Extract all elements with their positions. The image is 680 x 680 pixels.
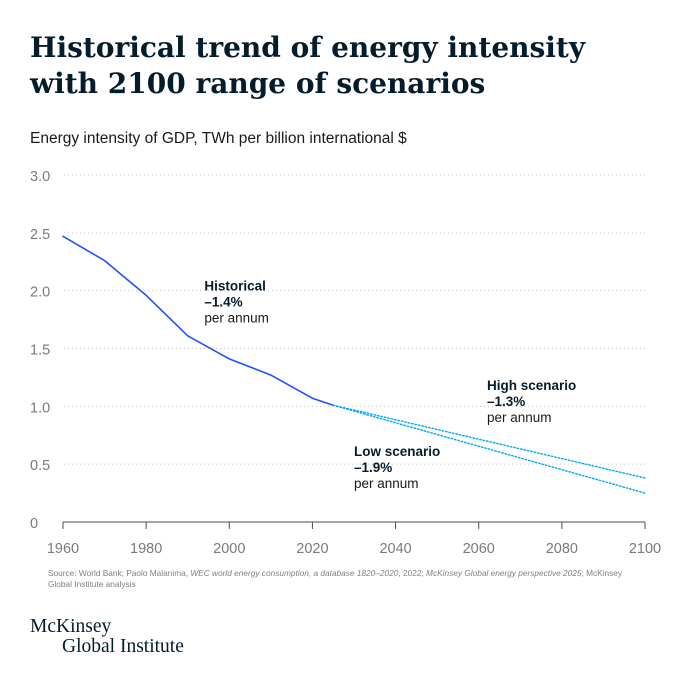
- y-tick-label: 0.5: [30, 458, 50, 474]
- high-scenario-line: [332, 404, 646, 479]
- chart-title-line-2: with 2100 range of scenarios: [30, 67, 486, 100]
- y-tick-label: 1.5: [30, 343, 50, 359]
- x-tick-label: 2000: [213, 541, 245, 557]
- low-scenario-line: [332, 404, 646, 494]
- high-scenario-unit: per annum: [487, 410, 552, 425]
- y-tick-label: 0: [30, 516, 38, 532]
- historical-label: Historical: [204, 279, 266, 294]
- x-tick-label: 2040: [379, 541, 411, 557]
- chart-title-line-1: Historical trend of energy intensity: [30, 31, 586, 64]
- y-tick-label: 2.0: [30, 285, 50, 301]
- source-title-1: WEC world energy consumption, a database…: [190, 568, 399, 578]
- logo-line-2: Global Institute: [62, 636, 184, 657]
- y-tick-label: 1.0: [30, 400, 50, 416]
- historical-rate: –1.4%: [204, 295, 242, 310]
- y-tick-label: 2.5: [30, 227, 50, 243]
- high-scenario-label: High scenario: [487, 378, 576, 393]
- x-tick-label: 2080: [546, 541, 578, 557]
- x-tick-label: 2020: [296, 541, 328, 557]
- historical-unit: per annum: [204, 311, 269, 326]
- low-scenario-label: Low scenario: [354, 444, 440, 459]
- x-tick-label: 2060: [463, 541, 495, 557]
- source-middle: , 2022;: [398, 568, 427, 578]
- source-note: Source: World Bank; Paolo Malanima, WEC …: [48, 568, 648, 590]
- low-scenario-unit: per annum: [354, 476, 419, 491]
- logo-line-1: McKinsey: [30, 616, 112, 637]
- chart-title: Historical trend of energy intensity wit…: [30, 30, 630, 102]
- source-prefix: Source: World Bank; Paolo Malanima,: [48, 568, 191, 578]
- x-tick-label: 1980: [130, 541, 162, 557]
- energy-intensity-chart: 3.0 2.5 2.0 1.5 1.0 0.5 0 1960 1980 2000 2020 2040 2…: [30, 169, 661, 557]
- mckinsey-logo: McKinsey Global Institute: [30, 617, 184, 657]
- x-tick-label: 2100: [629, 541, 661, 557]
- historical-series-line: [62, 235, 335, 407]
- x-tick-label: 1960: [47, 541, 79, 557]
- source-title-2: McKinsey Global energy perspective 2025: [426, 568, 582, 578]
- high-scenario-rate: –1.3%: [487, 394, 525, 409]
- source-suffix: ; McKinsey Global Institute analysis: [48, 568, 623, 589]
- y-tick-label: 3.0: [30, 169, 50, 185]
- low-scenario-rate: –1.9%: [354, 460, 392, 475]
- chart-subtitle: Energy intensity of GDP, TWh per billion…: [30, 130, 407, 147]
